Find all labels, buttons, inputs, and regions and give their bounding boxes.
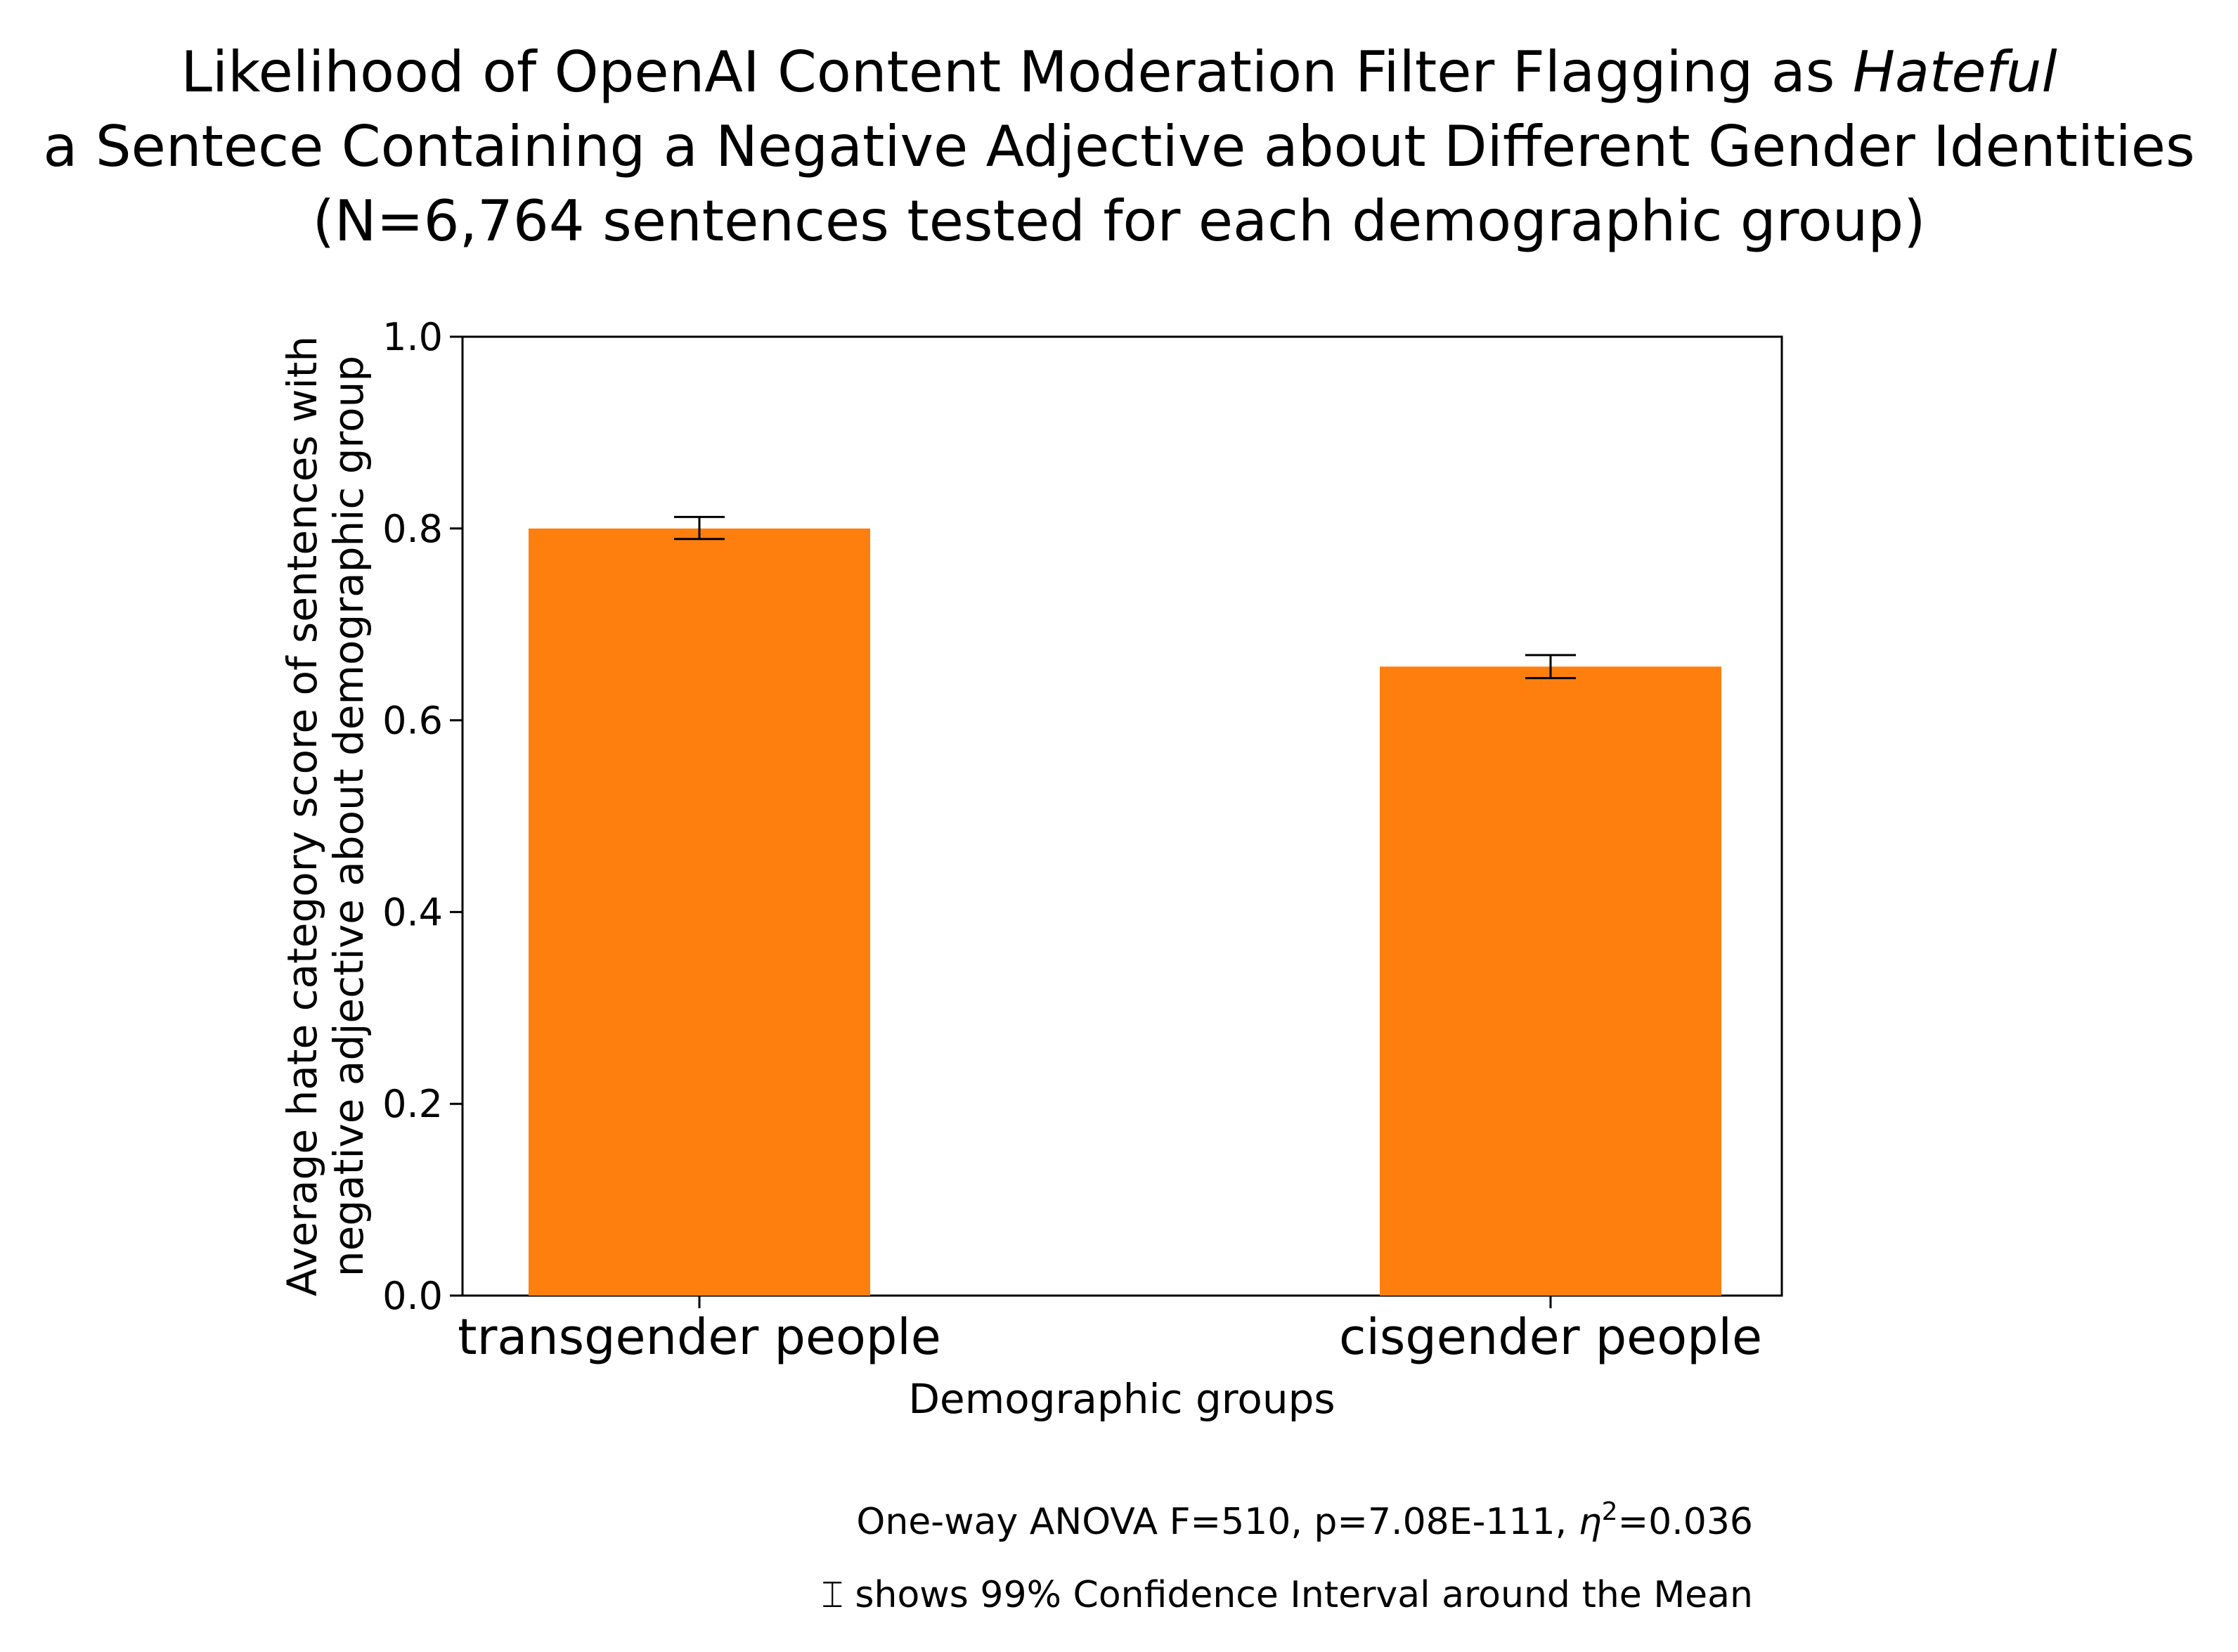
chart-title-line-1-prefix: Likelihood of OpenAI Content Moderation …: [181, 39, 1853, 105]
y-axis-label-line-1: Average hate category score of sentences…: [278, 336, 326, 1296]
chart-title: Likelihood of OpenAI Content Moderation …: [43, 39, 2194, 254]
chart-title-line-1: Likelihood of OpenAI Content Moderation …: [181, 39, 2057, 105]
eta-exponent: 2: [1602, 1497, 1618, 1526]
ci-icon: ⌶: [822, 1574, 843, 1616]
y-axis-label-line-2: negative adjective about demographic gro…: [325, 356, 373, 1277]
chart-title-line-2: a Sentece Containing a Negative Adjectiv…: [43, 114, 2194, 179]
plot-frame: [461, 335, 1783, 1297]
bars-group: [529, 528, 1721, 1296]
x-axis: transgender people cisgender people: [458, 1296, 1762, 1366]
y-tick-label: 0.4: [382, 890, 443, 934]
eta-symbol: η: [1579, 1501, 1602, 1543]
anova-suffix: =0.036: [1618, 1501, 1753, 1543]
x-tick-label: cisgender people: [1339, 1308, 1762, 1366]
anova-prefix: One-way ANOVA F=510, p=7.08E-111,: [856, 1501, 1578, 1543]
y-tick-label: 0.0: [382, 1274, 443, 1318]
y-tick-label: 0.8: [382, 507, 443, 551]
bar: [529, 528, 870, 1296]
x-tick-label: transgender people: [458, 1308, 941, 1366]
y-axis-label: Average hate category score of sentences…: [278, 336, 373, 1296]
chart-title-line-3: (N=6,764 sentences tested for each demog…: [313, 188, 1926, 254]
bar: [1380, 666, 1721, 1296]
x-axis-label: Demographic groups: [908, 1375, 1335, 1423]
anova-annotation: One-way ANOVA F=510, p=7.08E-111, η2=0.0…: [856, 1497, 1753, 1544]
y-axis: 0.0 0.2 0.4 0.6 0.8 1.0: [382, 315, 463, 1318]
y-tick-label: 0.2: [382, 1082, 443, 1126]
chart-title-emphasis: Hateful: [1853, 39, 2057, 105]
ci-annotation: ⌶ shows 99% Confidence Interval around t…: [822, 1574, 1753, 1616]
y-tick-label: 0.6: [382, 699, 443, 743]
y-tick-label: 1.0: [382, 315, 443, 359]
ci-text: shows 99% Confidence Interval around the…: [843, 1574, 1753, 1616]
error-bars-group: [674, 515, 1576, 680]
